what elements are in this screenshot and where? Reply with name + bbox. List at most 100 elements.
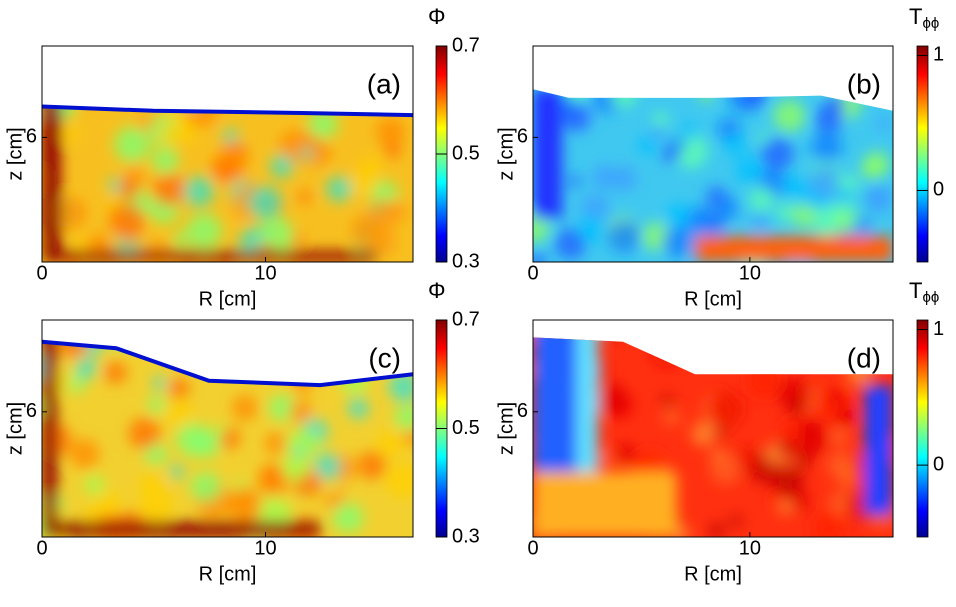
- blob: [599, 337, 623, 340]
- blob: [96, 54, 115, 73]
- blob: [797, 418, 825, 445]
- blob: [811, 131, 843, 163]
- blob: [828, 389, 843, 405]
- blob: [815, 89, 829, 90]
- blob: [772, 99, 806, 133]
- blob: [730, 89, 748, 90]
- blob: [348, 398, 369, 419]
- blob: [822, 337, 855, 345]
- blob: [823, 46, 841, 64]
- blob: [192, 430, 220, 458]
- x-tick-label: 10: [254, 537, 276, 559]
- blob: [248, 185, 282, 220]
- blob: [535, 53, 562, 80]
- blob: [228, 489, 263, 524]
- colorbar-label-main: T: [909, 4, 922, 29]
- blob: [600, 451, 615, 466]
- blob: [222, 71, 244, 93]
- blob: [152, 172, 187, 207]
- blob: [326, 176, 353, 202]
- blob: [334, 106, 356, 109]
- colorbar-label-main: Φ: [428, 278, 446, 303]
- y-tick-label: 6: [26, 400, 37, 422]
- blob: [112, 78, 138, 104]
- blob: [561, 104, 590, 132]
- colorbar-tick-label: 0: [933, 179, 944, 201]
- panel-label: (a): [367, 68, 401, 99]
- blob: [825, 95, 846, 115]
- blob: [345, 341, 363, 354]
- blob: [389, 371, 413, 402]
- colorbar-label-subscript: ϕϕ: [922, 15, 939, 32]
- blob: [652, 112, 669, 129]
- x-tick-label: 10: [254, 262, 276, 284]
- blob: [49, 68, 63, 82]
- blob: [651, 337, 684, 367]
- x-axis-label: R [cm]: [199, 563, 257, 585]
- blob: [84, 475, 105, 495]
- blob: [332, 491, 346, 505]
- blob: [845, 43, 874, 72]
- blob: [42, 106, 61, 262]
- blob: [746, 363, 782, 399]
- blob: [792, 203, 817, 228]
- blob: [139, 489, 173, 523]
- blob: [213, 424, 226, 437]
- blob: [173, 231, 189, 247]
- panel: 0 10 6 R [cm] z [cm] (c) 0.3 0.5 0.7 Φ: [4, 278, 480, 585]
- blob: [369, 198, 400, 230]
- blob: [385, 463, 413, 498]
- x-tick-label: 0: [36, 262, 47, 284]
- y-axis-label: z [cm]: [4, 402, 26, 455]
- blob: [661, 394, 675, 408]
- blob: [77, 76, 105, 104]
- x-tick-label: 0: [36, 537, 47, 559]
- blob: [591, 164, 618, 191]
- blob: [598, 319, 614, 335]
- blob: [836, 405, 857, 427]
- colorbar-tick-label: 0: [933, 453, 944, 475]
- blob: [74, 78, 100, 104]
- blob: [69, 438, 100, 469]
- blob: [376, 117, 406, 147]
- blob: [76, 58, 88, 70]
- blob: [593, 41, 616, 64]
- blob: [847, 472, 860, 485]
- axes-frame: [532, 319, 894, 538]
- blob: [189, 341, 216, 344]
- axes-frame: [41, 319, 414, 538]
- blob: [591, 89, 624, 114]
- blob: [153, 41, 165, 53]
- blob: [609, 89, 637, 108]
- blob: [185, 341, 205, 347]
- surface-edge: [41, 339, 414, 388]
- blob: [159, 121, 184, 146]
- blob: [194, 68, 222, 96]
- blob: [783, 174, 806, 197]
- blob: [290, 232, 304, 246]
- blob: [879, 357, 893, 371]
- blob: [186, 213, 222, 249]
- blob: [290, 370, 314, 393]
- blob: [742, 61, 755, 74]
- blob: [152, 376, 167, 390]
- blob: [42, 106, 53, 107]
- blob: [680, 123, 698, 140]
- blob: [245, 59, 279, 93]
- blob: [708, 522, 725, 537]
- blob: [190, 472, 221, 503]
- blob: [662, 407, 682, 427]
- blob: [533, 252, 546, 262]
- colorbar-label-main: T: [909, 278, 922, 303]
- blob: [332, 502, 364, 533]
- blob: [778, 500, 793, 515]
- blob: [708, 391, 744, 426]
- blob: [695, 236, 893, 262]
- field-texture: [533, 41, 893, 262]
- blob: [565, 89, 588, 102]
- blob: [269, 394, 297, 422]
- blob: [76, 357, 97, 379]
- blob: [686, 205, 717, 236]
